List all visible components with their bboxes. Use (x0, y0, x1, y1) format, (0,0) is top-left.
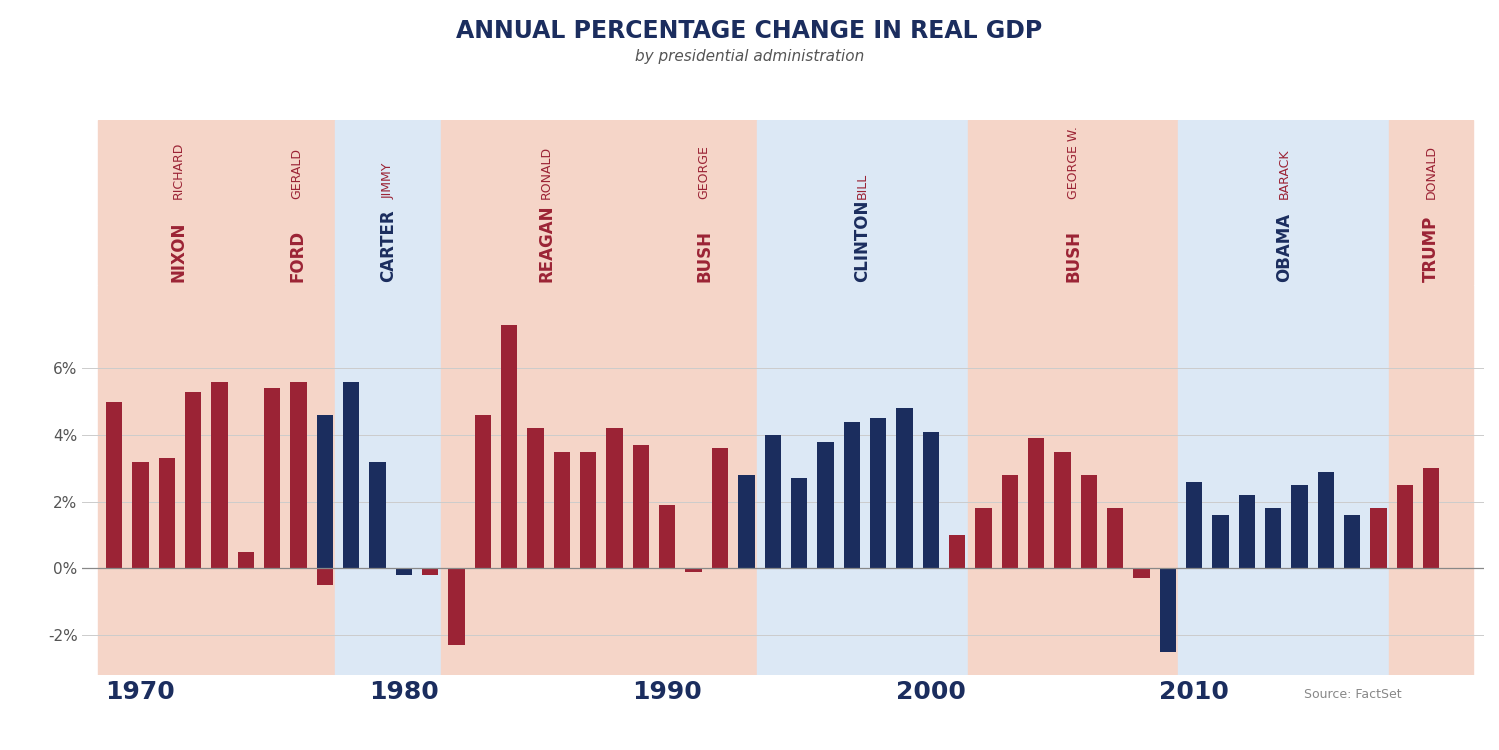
Bar (1178, 285, 1390, 675)
Bar (211, 382, 228, 568)
Bar (1054, 452, 1070, 568)
Text: GERALD: GERALD (291, 148, 304, 200)
Bar (652, 120, 757, 285)
Bar (1213, 515, 1229, 568)
Bar (1292, 485, 1307, 568)
Bar (259, 120, 336, 285)
Bar (949, 535, 965, 568)
Text: CARTER: CARTER (379, 209, 397, 282)
Bar (1186, 482, 1202, 568)
Bar (238, 552, 253, 568)
Bar (633, 445, 649, 568)
Bar (423, 568, 438, 575)
Bar (844, 422, 860, 568)
Text: BARACK: BARACK (1277, 148, 1291, 200)
Bar (441, 120, 652, 285)
Text: by presidential administration: by presidential administration (636, 49, 863, 64)
Text: BUSH: BUSH (696, 230, 714, 282)
Bar (968, 285, 1178, 675)
Bar (791, 478, 806, 568)
Bar (968, 120, 1178, 285)
Bar (1370, 509, 1387, 568)
Text: GEORGE: GEORGE (697, 146, 711, 200)
Text: DONALD: DONALD (1426, 146, 1438, 200)
Bar (553, 452, 570, 568)
Bar (712, 448, 729, 568)
Text: TRUMP: TRUMP (1423, 215, 1441, 282)
Text: ANNUAL PERCENTAGE CHANGE IN REAL GDP: ANNUAL PERCENTAGE CHANGE IN REAL GDP (456, 19, 1043, 43)
Bar (1160, 568, 1177, 652)
Bar (1178, 120, 1390, 285)
Bar (259, 285, 336, 675)
Text: BILL: BILL (856, 173, 869, 200)
Bar (159, 458, 175, 568)
Bar (1345, 515, 1361, 568)
Bar (1390, 285, 1474, 675)
Bar (757, 120, 968, 285)
Bar (1397, 485, 1414, 568)
Bar (448, 568, 465, 645)
Bar (757, 285, 968, 675)
Text: OBAMA: OBAMA (1274, 212, 1292, 282)
Bar (1265, 509, 1282, 568)
Bar (607, 428, 622, 568)
Bar (106, 402, 123, 568)
Text: NIXON: NIXON (169, 221, 187, 282)
Bar (1238, 495, 1255, 568)
Bar (336, 120, 441, 285)
Bar (336, 285, 441, 675)
Text: BUSH: BUSH (1064, 230, 1082, 282)
Bar (922, 432, 938, 568)
Bar (1081, 475, 1097, 568)
Bar (264, 388, 280, 568)
Bar (441, 285, 652, 675)
Bar (528, 428, 544, 568)
Text: CLINTON: CLINTON (853, 200, 871, 282)
Bar (475, 415, 492, 568)
Bar (660, 505, 676, 568)
Text: JIMMY: JIMMY (382, 163, 394, 200)
Bar (99, 285, 259, 675)
Bar (817, 442, 833, 568)
Bar (369, 462, 385, 568)
Bar (132, 462, 148, 568)
Text: REAGAN: REAGAN (537, 204, 555, 282)
Bar (1133, 568, 1150, 578)
Bar (976, 509, 992, 568)
Text: FORD: FORD (288, 230, 306, 282)
Text: RICHARD: RICHARD (172, 142, 184, 200)
Text: RONALD: RONALD (540, 146, 553, 200)
Bar (685, 568, 702, 572)
Bar (1106, 509, 1123, 568)
Bar (869, 419, 886, 568)
Bar (99, 120, 259, 285)
Bar (184, 392, 201, 568)
Bar (1390, 120, 1474, 285)
Bar (738, 475, 754, 568)
Bar (343, 382, 360, 568)
Bar (316, 568, 333, 585)
Bar (1001, 475, 1018, 568)
Bar (764, 435, 781, 568)
Bar (1423, 468, 1439, 568)
Text: Source: FactSet: Source: FactSet (1304, 688, 1402, 701)
Bar (652, 285, 757, 675)
Bar (396, 568, 412, 575)
Bar (580, 452, 597, 568)
Bar (896, 408, 913, 568)
Text: GEORGE W.: GEORGE W. (1066, 126, 1079, 200)
Bar (316, 415, 333, 568)
Bar (1028, 438, 1045, 568)
Bar (291, 382, 307, 568)
Bar (1318, 472, 1334, 568)
Bar (501, 325, 517, 568)
